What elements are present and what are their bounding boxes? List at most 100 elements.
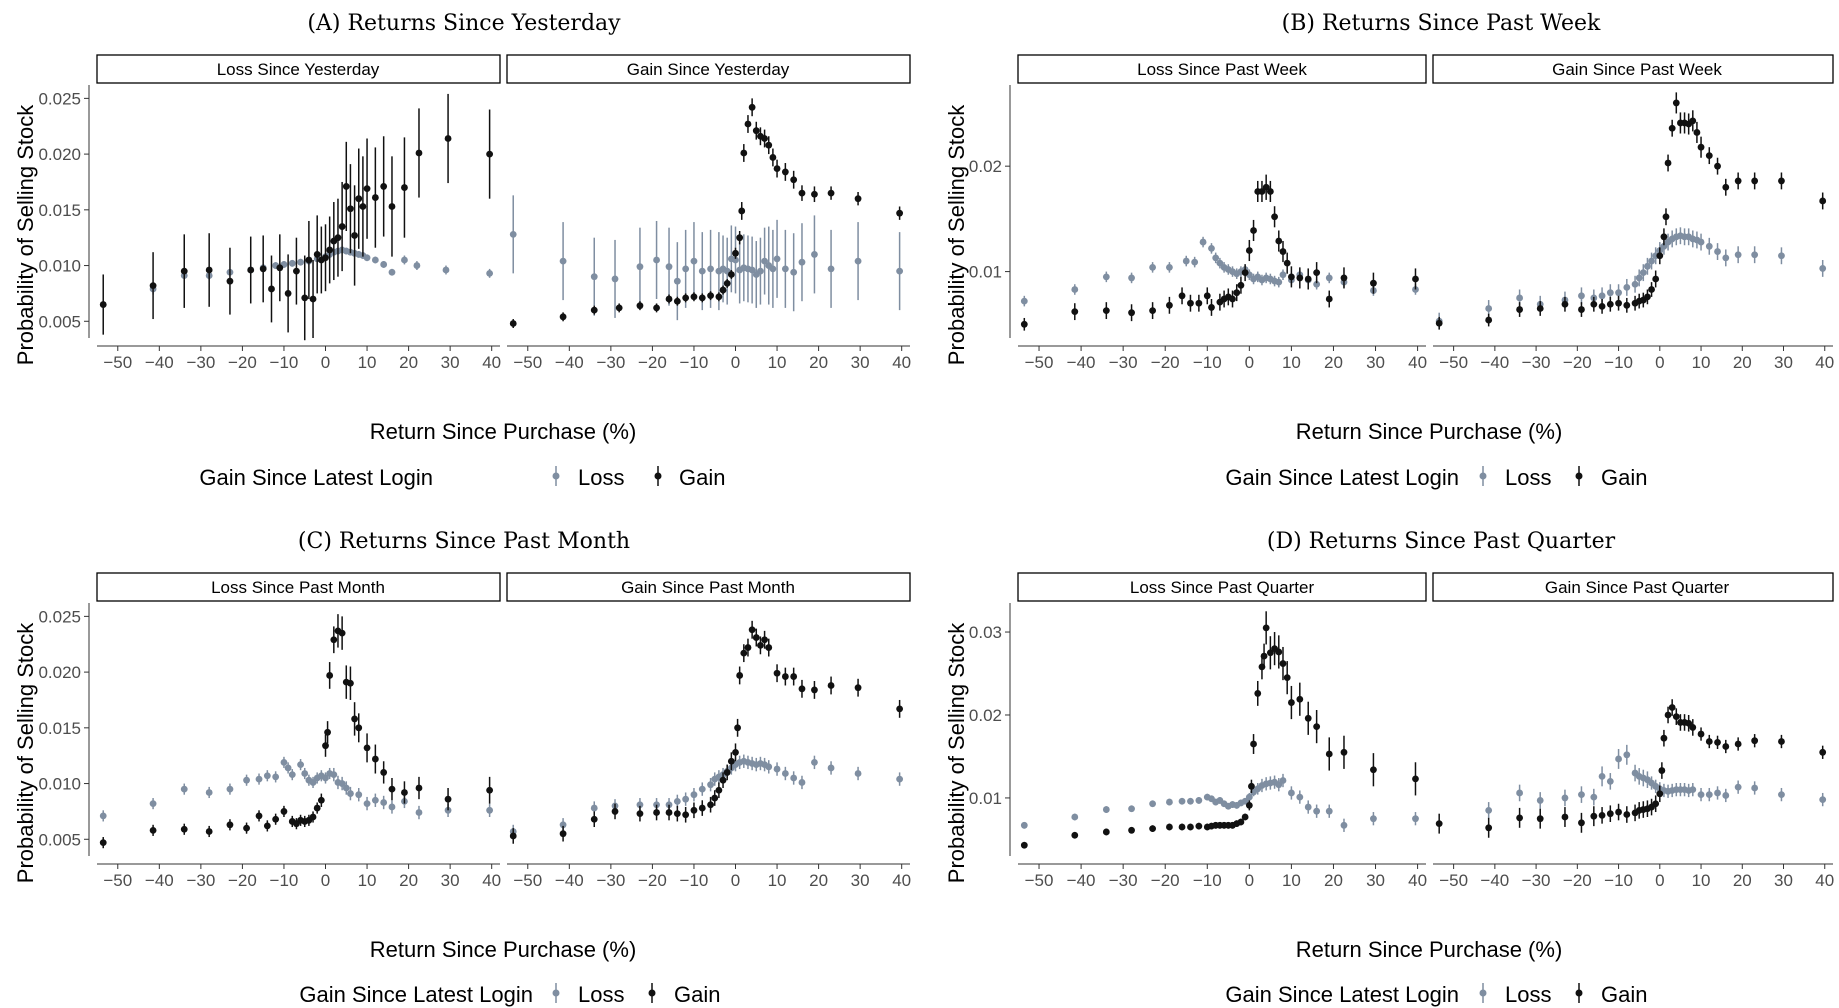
- series-gain: [1020, 611, 1419, 849]
- data-point: [854, 770, 862, 777]
- data-point: [1660, 242, 1668, 250]
- facet-strip: [96, 54, 501, 84]
- data-point: [732, 249, 739, 257]
- data-point: [1485, 316, 1493, 324]
- data-point: [1689, 117, 1697, 125]
- data-point: [811, 190, 818, 198]
- data-point: [1734, 740, 1742, 748]
- x-tick-label: 30: [851, 353, 870, 372]
- data-point: [748, 103, 756, 111]
- y-tick-label: 0.010: [38, 775, 81, 794]
- data-point: [1288, 789, 1295, 797]
- data-point: [761, 135, 768, 142]
- legend-key-gain: [1575, 472, 1583, 480]
- y-axis-label-text: Probability of Selling Stock: [13, 622, 38, 883]
- x-tick-label: 20: [809, 871, 828, 890]
- x-tick-label: 0: [321, 353, 330, 372]
- data-point: [1516, 294, 1523, 302]
- x-tick-label: −10: [270, 353, 299, 372]
- data-point: [1722, 743, 1730, 750]
- data-point: [1819, 796, 1827, 803]
- data-point: [415, 784, 423, 792]
- data-point: [1260, 652, 1268, 660]
- data-point: [1203, 292, 1211, 300]
- data-point: [1283, 674, 1291, 682]
- x-tick-label: −40: [1067, 871, 1096, 890]
- y-tick-label: 0.01: [969, 789, 1002, 808]
- y-tick-label: 0.01: [969, 263, 1002, 282]
- x-tick-label: −20: [1151, 871, 1180, 890]
- data-point: [280, 808, 288, 815]
- y-tick-label: 0.02: [969, 706, 1002, 725]
- data-point: [1778, 738, 1785, 745]
- data-point: [854, 195, 862, 203]
- data-point: [734, 724, 741, 732]
- data-point: [371, 256, 379, 264]
- legend-title: Gain Since Latest Login: [299, 982, 533, 1007]
- facet-strip-label: Gain Since Yesterday: [627, 60, 790, 79]
- data-point: [1485, 806, 1493, 814]
- x-tick-label: 30: [1774, 353, 1793, 372]
- data-point: [309, 779, 317, 786]
- data-point: [1778, 252, 1785, 260]
- data-point: [388, 203, 396, 210]
- data-point: [359, 203, 367, 210]
- x-tick-label: −40: [145, 871, 174, 890]
- data-point: [748, 626, 756, 634]
- legend-label-gain: Gain: [1601, 465, 1647, 490]
- data-point: [180, 785, 188, 793]
- data-point: [1212, 254, 1220, 262]
- x-tick-label: 0: [1245, 871, 1254, 890]
- x-tick-label: 40: [1815, 871, 1834, 890]
- data-point: [1250, 227, 1257, 234]
- plot-area: −50 −40 −30 −20 −10 0 10 20 30 40 0.005 0.010 0.015 0…: [38, 85, 501, 372]
- data-point: [1714, 738, 1721, 746]
- data-point: [896, 209, 904, 217]
- data-point: [1166, 798, 1173, 806]
- data-point: [444, 135, 452, 142]
- data-point: [1689, 724, 1697, 731]
- x-tick-label: 0: [1245, 353, 1254, 372]
- data-point: [1288, 699, 1295, 706]
- data-point: [313, 251, 321, 258]
- data-point: [1685, 719, 1693, 727]
- x-tick-label: 0: [731, 353, 740, 372]
- data-point: [415, 809, 423, 816]
- data-point: [781, 673, 789, 680]
- series-loss: [509, 754, 904, 839]
- series-gain: [1435, 92, 1827, 330]
- data-point: [1656, 252, 1664, 260]
- x-axis-label: Return Since Purchase (%): [1296, 419, 1563, 444]
- data-point: [559, 821, 567, 829]
- data-point: [590, 815, 598, 823]
- data-point: [288, 259, 296, 267]
- data-point: [330, 771, 338, 779]
- x-tick-label: −30: [1109, 871, 1138, 890]
- facet-strip: [506, 54, 911, 84]
- facet-loss: Loss Since Past Quarter −50 −40 −30 −20 −10 0…: [969, 572, 1427, 890]
- data-point: [1271, 213, 1278, 221]
- x-tick-label: 40: [892, 353, 911, 372]
- x-tick-label: 0: [1655, 871, 1664, 890]
- data-point: [896, 267, 904, 275]
- data-point: [1516, 306, 1523, 313]
- data-point: [180, 825, 188, 833]
- data-point: [798, 189, 806, 197]
- data-point: [1208, 244, 1215, 252]
- data-point: [854, 257, 862, 265]
- legend-key-loss: [1479, 989, 1487, 997]
- data-point: [1370, 279, 1377, 287]
- x-tick-label: −30: [186, 871, 215, 890]
- data-point: [99, 812, 107, 820]
- plot-area: −50 −40 −30 −20 −10 0 10 20 30 40: [1433, 92, 1834, 372]
- plot-area: −50 −40 −30 −20 −10 0 10 20 30 40: [507, 98, 911, 372]
- data-point: [732, 256, 739, 264]
- data-point: [1254, 690, 1262, 697]
- y-tick-label: 0.025: [38, 89, 81, 108]
- y-tick-label: 0.005: [38, 830, 81, 849]
- data-point: [1705, 738, 1713, 745]
- data-point: [740, 649, 748, 657]
- series-loss: [1485, 744, 1827, 819]
- data-point: [1652, 275, 1660, 283]
- data-point: [1020, 841, 1028, 849]
